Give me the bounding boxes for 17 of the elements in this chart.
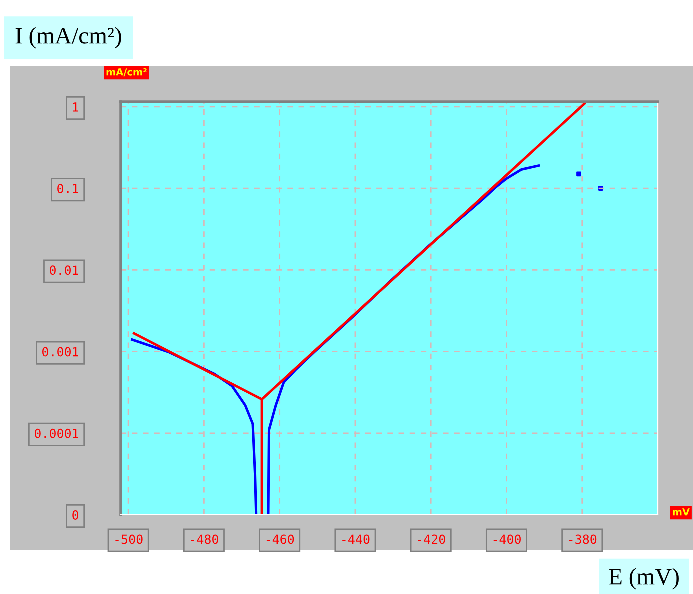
x-tick-label: -480 — [191, 534, 218, 544]
text: mA/cm² — [106, 68, 147, 77]
y-tick-label: 0.001 — [42, 347, 78, 357]
y-axis-title: I (mA/cm²) — [16, 27, 122, 49]
x-tick-label: -460 — [266, 534, 294, 544]
y-tick-label: 0 — [72, 510, 79, 520]
y-tick-label: 1 — [73, 102, 78, 112]
x-tick-label: -400 — [494, 534, 521, 544]
x-tick-label: -440 — [342, 534, 370, 544]
text: mV — [673, 508, 690, 516]
x-axis-title: E (mV) — [609, 568, 679, 590]
x-tick-label: -500 — [116, 534, 143, 544]
x-tick-label: -420 — [418, 534, 446, 544]
y-tick-label: 0.01 — [50, 266, 78, 276]
y-tick-label: 0.0001 — [34, 428, 78, 438]
y-tick-label: 0.1 — [58, 184, 78, 194]
x-tick-label: -380 — [569, 534, 597, 544]
